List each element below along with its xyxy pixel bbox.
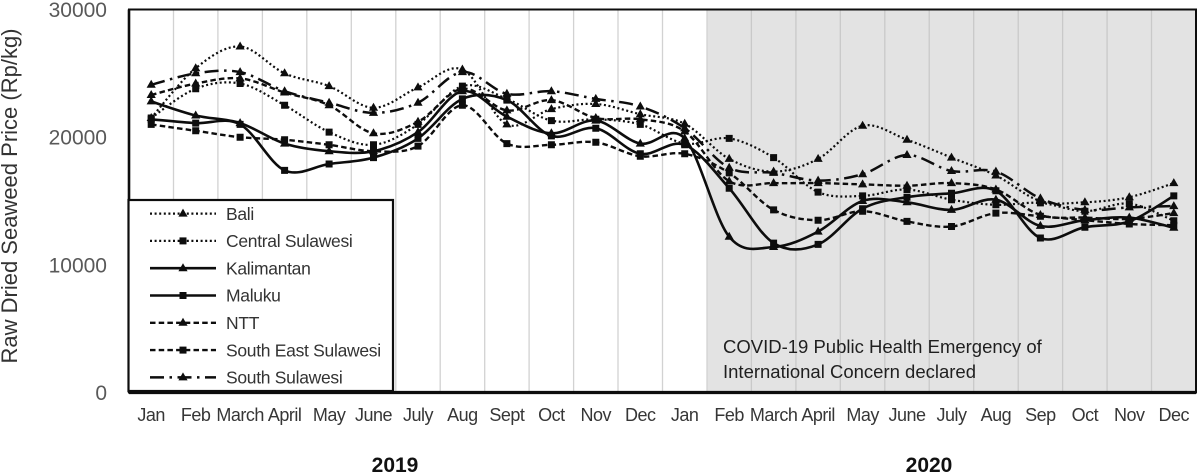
- svg-text:NTT: NTT: [226, 313, 260, 333]
- svg-text:June: June: [355, 405, 393, 425]
- svg-text:July: July: [936, 405, 967, 425]
- svg-text:Nov: Nov: [1114, 405, 1145, 425]
- svg-text:Sept: Sept: [489, 405, 525, 425]
- svg-text:2019: 2019: [372, 454, 419, 474]
- svg-text:Aug: Aug: [447, 405, 478, 425]
- svg-text:May: May: [313, 405, 346, 425]
- svg-text:Sep: Sep: [1025, 405, 1056, 425]
- svg-text:Feb: Feb: [181, 405, 211, 425]
- svg-text:Nov: Nov: [581, 405, 612, 425]
- svg-text:0: 0: [95, 382, 107, 405]
- svg-text:Dec: Dec: [1159, 405, 1190, 425]
- svg-text:30000: 30000: [49, 0, 107, 22]
- svg-text:10000: 10000: [49, 254, 107, 277]
- svg-text:Aug: Aug: [981, 405, 1012, 425]
- svg-text:March: March: [216, 405, 264, 425]
- svg-text:May: May: [846, 405, 879, 425]
- svg-text:June: June: [888, 405, 926, 425]
- svg-text:Oct: Oct: [538, 405, 565, 425]
- svg-text:20000: 20000: [49, 127, 107, 150]
- svg-text:Raw Dried Seaweed Price (Rp/kg: Raw Dried Seaweed Price (Rp/kg): [0, 28, 22, 363]
- svg-text:Feb: Feb: [714, 405, 744, 425]
- svg-text:April: April: [268, 405, 302, 425]
- svg-text:South East Sulawesi: South East Sulawesi: [226, 340, 381, 360]
- svg-text:COVID-19 Public Health Emergen: COVID-19 Public Health Emergency of: [723, 336, 1043, 357]
- svg-text:Oct: Oct: [1072, 405, 1099, 425]
- svg-text:Jan: Jan: [137, 405, 165, 425]
- svg-text:South Sulawesi: South Sulawesi: [226, 368, 342, 388]
- svg-text:April: April: [801, 405, 835, 425]
- svg-text:Kalimantan: Kalimantan: [226, 258, 311, 278]
- svg-text:Maluku: Maluku: [226, 286, 281, 306]
- svg-text:2020: 2020: [906, 454, 953, 474]
- svg-text:International Concern declared: International Concern declared: [723, 361, 976, 382]
- svg-text:Bali: Bali: [226, 204, 254, 224]
- svg-text:July: July: [403, 405, 434, 425]
- svg-text:March: March: [750, 405, 798, 425]
- svg-text:Central Sulawesi: Central Sulawesi: [226, 231, 353, 251]
- svg-text:Dec: Dec: [625, 405, 656, 425]
- svg-text:Jan: Jan: [671, 405, 699, 425]
